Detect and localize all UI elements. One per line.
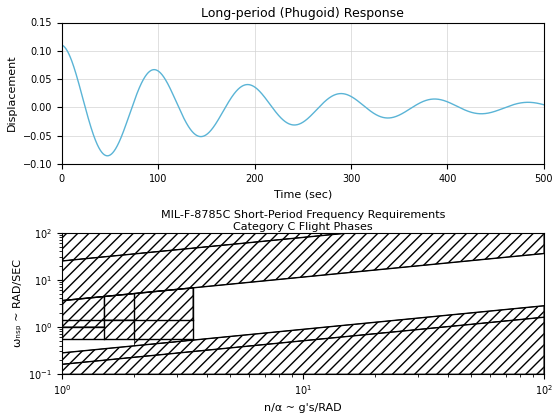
Title: MIL-F-8785C Short-Period Frequency Requirements
Category C Flight Phases: MIL-F-8785C Short-Period Frequency Requi… [161, 210, 445, 232]
X-axis label: n/α ~ g's/RAD: n/α ~ g's/RAD [264, 403, 342, 413]
Y-axis label: Displacement: Displacement [7, 55, 17, 131]
X-axis label: Time (sec): Time (sec) [274, 189, 332, 199]
Y-axis label: ωₙₛₚ ~ RAD/SEC: ωₙₛₚ ~ RAD/SEC [13, 259, 23, 347]
Title: Long-period (Phugoid) Response: Long-period (Phugoid) Response [202, 7, 404, 20]
